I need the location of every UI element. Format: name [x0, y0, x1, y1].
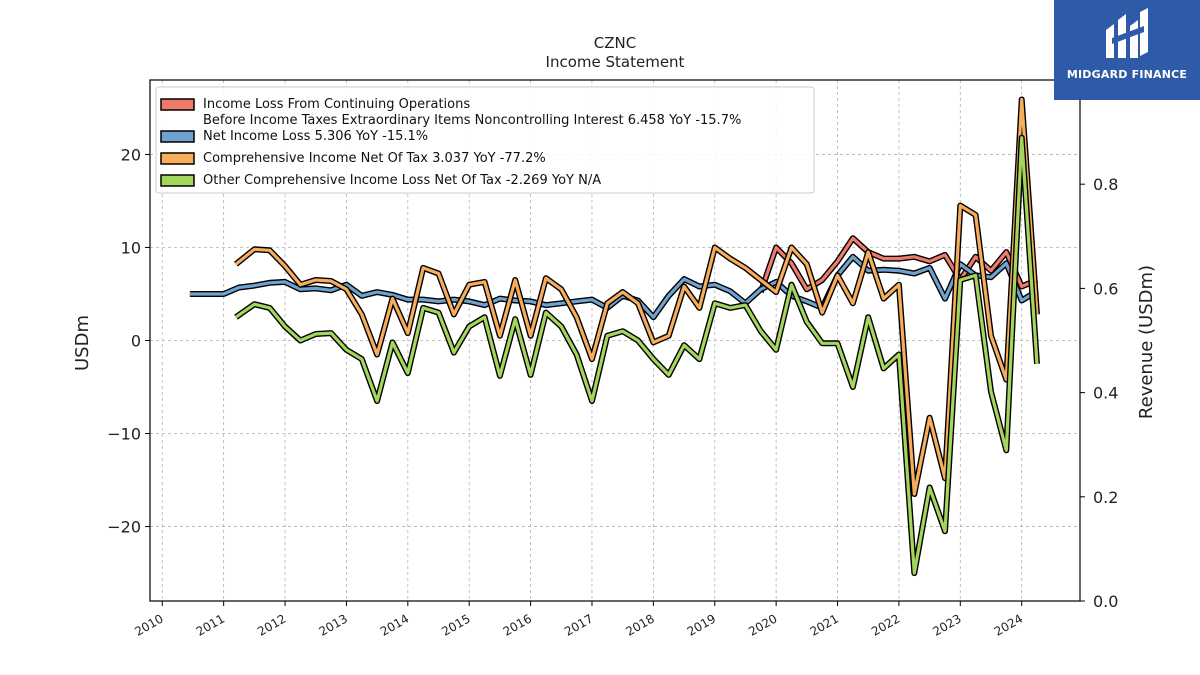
- y-right-tick-label: 0.4: [1093, 384, 1118, 403]
- brand-logo: MIDGARD FINANCE: [1054, 0, 1200, 100]
- y-right-tick-label: 0.8: [1093, 175, 1118, 194]
- series-3-line: [234, 97, 1039, 496]
- y-axis-label: USDm: [72, 315, 93, 371]
- x-tick-label: 2016: [501, 611, 534, 638]
- chart-subtitle: Income Statement: [546, 53, 685, 71]
- y-tick-label: −10: [107, 425, 141, 444]
- x-tick-label: 2014: [378, 611, 411, 638]
- series-2-line: [189, 255, 1038, 319]
- legend-label: Comprehensive Income Net Of Tax 3.037 Yo…: [203, 151, 546, 166]
- x-tick-label: 2010: [132, 611, 165, 638]
- series-2: [189, 253, 1039, 321]
- chart-title: CZNC: [594, 34, 636, 52]
- x-tick-label: 2012: [255, 611, 288, 638]
- x-tick-label: 2022: [869, 611, 902, 638]
- y-tick-label: −20: [107, 518, 141, 537]
- x-tick-label: 2015: [439, 611, 472, 638]
- y-right-tick-label: 0.6: [1093, 279, 1118, 298]
- logo-text: MIDGARD FINANCE: [1066, 68, 1188, 81]
- x-tick-label: 2011: [194, 611, 227, 638]
- series-3: [234, 96, 1040, 497]
- legend-swatch: [160, 174, 195, 187]
- legend-swatch: [160, 130, 195, 143]
- legend-swatch: [160, 152, 195, 165]
- y-tick-label: 0: [131, 332, 141, 351]
- y-axis-right: 0.0 0.2 0.4 0.6 0.8: [1080, 175, 1118, 611]
- x-tick-label: 2018: [623, 611, 656, 638]
- x-tick-label: 2017: [562, 611, 595, 638]
- series-4-line: [234, 136, 1039, 575]
- x-tick-label: 2013: [316, 611, 349, 638]
- x-axis: 2010 2011 2012 2013 2014 2015 2016 2017 2018 2019…: [132, 601, 1025, 639]
- series-1: [757, 235, 1039, 294]
- x-tick-label: 2021: [808, 611, 841, 638]
- series-layer: [189, 96, 1040, 577]
- series-4: [234, 134, 1040, 577]
- y-axis-left: −20 −10 0 10 20: [107, 145, 150, 537]
- y-tick-label: 20: [121, 145, 141, 164]
- x-tick-label: 2020: [746, 611, 779, 638]
- y-right-tick-label: 0.0: [1093, 592, 1118, 611]
- y-axis-label-right: Revenue (USDm): [1136, 265, 1157, 419]
- legend-label: Other Comprehensive Income Loss Net Of T…: [203, 173, 601, 188]
- legend-label: Net Income Loss 5.306 YoY -15.1%: [203, 129, 428, 144]
- series-1-line: [759, 236, 1038, 293]
- legend-label: Income Loss From Continuing Operations Be…: [203, 97, 741, 128]
- x-tick-label: 2023: [930, 611, 963, 638]
- y-tick-label: 10: [121, 238, 141, 257]
- y-right-tick-label: 0.2: [1093, 488, 1118, 507]
- legend: Income Loss From Continuing Operations Be…: [155, 86, 815, 194]
- legend-swatch: [160, 98, 195, 111]
- x-tick-label: 2024: [992, 611, 1025, 638]
- x-tick-label: 2019: [685, 611, 718, 638]
- logo-mark-icon: [1106, 8, 1148, 58]
- legend-frame: [155, 86, 815, 194]
